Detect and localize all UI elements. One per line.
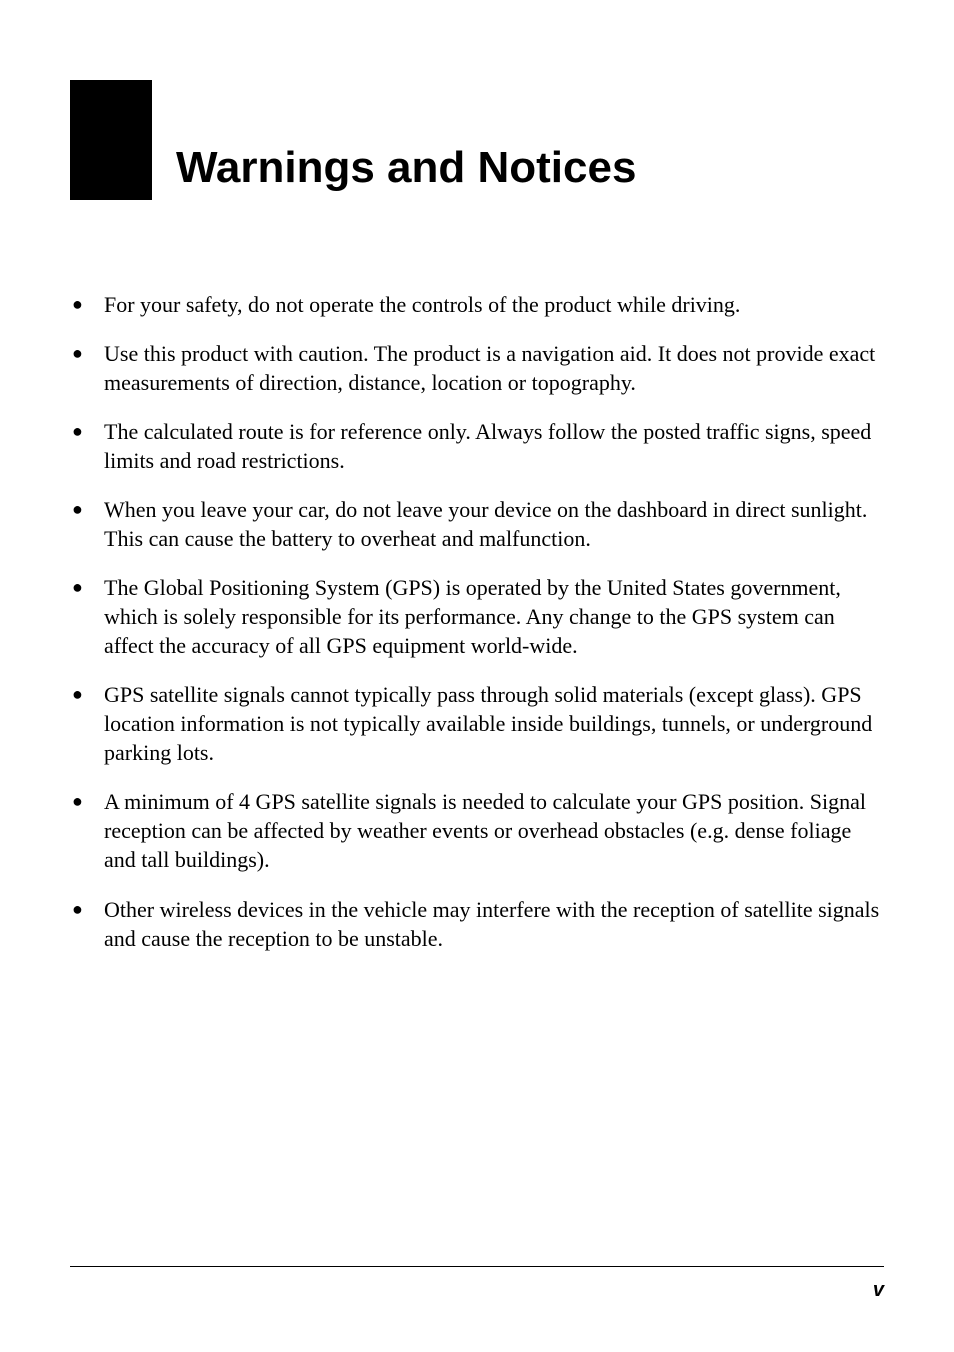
list-item-text: The calculated route is for reference on…	[104, 417, 884, 475]
bullet-icon: ●	[70, 290, 104, 318]
bullet-icon: ●	[70, 895, 104, 923]
bullet-icon: ●	[70, 787, 104, 815]
list-item-text: GPS satellite signals cannot typically p…	[104, 680, 884, 767]
title-block: Warnings and Notices	[70, 80, 884, 200]
bullet-icon: ●	[70, 495, 104, 523]
list-item-text: A minimum of 4 GPS satellite signals is …	[104, 787, 884, 874]
bullet-icon: ●	[70, 573, 104, 601]
bullet-icon: ●	[70, 417, 104, 445]
list-item: ● The calculated route is for reference …	[70, 417, 884, 475]
document-page: Warnings and Notices ● For your safety, …	[0, 0, 954, 1352]
title-decorative-box	[70, 80, 152, 200]
page-title: Warnings and Notices	[176, 144, 636, 200]
list-item-text: For your safety, do not operate the cont…	[104, 290, 884, 319]
footer-rule	[70, 1266, 884, 1267]
warnings-list: ● For your safety, do not operate the co…	[70, 290, 884, 953]
list-item: ● The Global Positioning System (GPS) is…	[70, 573, 884, 660]
list-item-text: Other wireless devices in the vehicle ma…	[104, 895, 884, 953]
list-item: ● For your safety, do not operate the co…	[70, 290, 884, 319]
list-item: ● A minimum of 4 GPS satellite signals i…	[70, 787, 884, 874]
page-number: v	[70, 1279, 884, 1302]
bullet-icon: ●	[70, 680, 104, 708]
list-item: ● Use this product with caution. The pro…	[70, 339, 884, 397]
list-item: ● When you leave your car, do not leave …	[70, 495, 884, 553]
list-item: ● Other wireless devices in the vehicle …	[70, 895, 884, 953]
list-item-text: Use this product with caution. The produ…	[104, 339, 884, 397]
list-item: ● GPS satellite signals cannot typically…	[70, 680, 884, 767]
page-footer: v	[70, 1266, 884, 1302]
list-item-text: The Global Positioning System (GPS) is o…	[104, 573, 884, 660]
list-item-text: When you leave your car, do not leave yo…	[104, 495, 884, 553]
bullet-icon: ●	[70, 339, 104, 367]
